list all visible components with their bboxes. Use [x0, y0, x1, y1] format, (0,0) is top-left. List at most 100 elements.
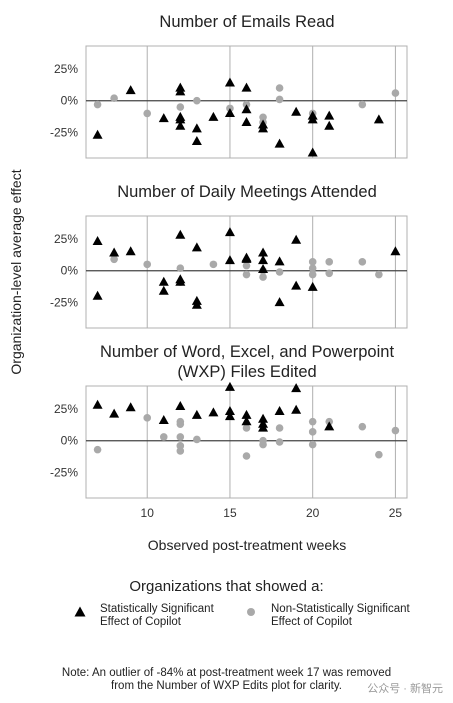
- point-non-significant: [308, 440, 317, 449]
- legend-non-significant-line-2: Effect of Copilot: [271, 616, 352, 628]
- point-significant: [92, 236, 103, 246]
- point-significant: [258, 413, 269, 423]
- point-significant: [175, 400, 186, 410]
- point-significant: [109, 408, 120, 418]
- point-significant: [291, 106, 302, 116]
- y-tick-label: 25%: [54, 62, 78, 76]
- point-significant: [92, 290, 103, 300]
- point-significant: [109, 247, 120, 257]
- point-significant: [125, 85, 136, 95]
- legend-significant-line-2: Effect of Copilot: [100, 616, 181, 628]
- x-tick-label: 15: [223, 506, 237, 520]
- point-non-significant: [242, 424, 251, 432]
- y-tick-label: 0%: [61, 264, 79, 278]
- point-significant: [175, 120, 186, 130]
- y-tick-label: 0%: [61, 94, 79, 108]
- point-significant: [224, 411, 235, 421]
- plot-frame: [85, 45, 408, 159]
- point-significant: [241, 409, 252, 419]
- point-significant: [224, 77, 235, 87]
- chart-panel-1: Number of Emails Read 25% 0% -25%: [50, 13, 408, 159]
- point-significant: [291, 234, 302, 244]
- point-significant: [158, 414, 169, 424]
- point-significant: [125, 402, 136, 412]
- point-significant: [191, 123, 202, 133]
- point-significant: [224, 255, 235, 265]
- point-significant: [224, 227, 235, 237]
- point-significant: [390, 246, 401, 256]
- point-non-significant: [308, 264, 317, 272]
- point-non-significant: [176, 447, 185, 455]
- legend-non-significant-line-1: Non-Statistically Significant: [271, 603, 410, 615]
- point-significant: [274, 406, 285, 416]
- point-significant: [224, 381, 235, 391]
- point-non-significant: [358, 100, 367, 109]
- point-non-significant: [143, 414, 152, 422]
- legend-circle-marker: [247, 608, 255, 616]
- point-non-significant: [242, 452, 251, 460]
- point-non-significant: [375, 270, 383, 279]
- point-non-significant: [176, 264, 185, 272]
- point-significant: [175, 229, 186, 239]
- point-non-significant: [325, 269, 334, 278]
- panel-title: Number of Emails Read: [159, 13, 334, 31]
- point-non-significant: [193, 435, 201, 444]
- point-non-significant: [308, 417, 317, 426]
- point-significant: [274, 256, 285, 266]
- point-significant: [274, 138, 285, 148]
- point-significant: [258, 123, 269, 133]
- point-non-significant: [275, 438, 284, 446]
- point-non-significant: [308, 258, 317, 266]
- point-significant: [258, 255, 269, 265]
- point-significant: [274, 297, 285, 307]
- point-significant: [258, 247, 269, 257]
- y-tick-label: -25%: [50, 296, 78, 310]
- point-non-significant: [159, 433, 168, 441]
- point-significant: [307, 114, 318, 124]
- point-significant: [241, 416, 252, 426]
- point-non-significant: [391, 426, 400, 435]
- point-non-significant: [275, 268, 284, 276]
- point-significant: [224, 406, 235, 416]
- point-non-significant: [176, 420, 185, 428]
- y-tick-label: 25%: [54, 232, 78, 246]
- y-tick-label: -25%: [50, 466, 78, 480]
- chart-panel-3: Number of Word, Excel, and Powerpoint (WX…: [50, 343, 408, 520]
- point-non-significant: [358, 422, 367, 431]
- point-significant: [191, 299, 202, 309]
- point-significant: [191, 242, 202, 252]
- point-significant: [241, 104, 252, 114]
- point-non-significant: [143, 260, 152, 269]
- plot-frame: [85, 385, 408, 499]
- point-significant: [291, 404, 302, 414]
- point-non-significant: [325, 258, 334, 266]
- x-tick-label: 10: [141, 506, 155, 520]
- panel-title: (WXP) Files Edited: [177, 363, 316, 381]
- point-non-significant: [308, 428, 317, 436]
- panel-title: Number of Word, Excel, and Powerpoint: [100, 343, 394, 361]
- point-non-significant: [358, 258, 367, 266]
- point-significant: [307, 147, 318, 157]
- point-significant: [241, 82, 252, 92]
- x-axis-label: Observed post-treatment weeks: [148, 537, 346, 553]
- point-non-significant: [259, 273, 267, 281]
- point-significant: [224, 108, 235, 118]
- y-tick-label: 25%: [54, 402, 78, 416]
- point-non-significant: [110, 255, 118, 264]
- footnote-line-2: from the Number of WXP Edits plot for cl…: [111, 680, 342, 692]
- x-tick-label: 20: [306, 506, 320, 520]
- point-significant: [175, 114, 186, 124]
- legend-triangle-marker: [74, 606, 86, 617]
- point-non-significant: [176, 433, 185, 441]
- point-significant: [158, 285, 169, 295]
- point-significant: [241, 253, 252, 263]
- footnote: Note: An outlier of -84% at post-treatme…: [0, 667, 453, 693]
- point-non-significant: [110, 94, 118, 102]
- point-non-significant: [275, 424, 284, 432]
- point-significant: [258, 422, 269, 432]
- chart-panel-2: Number of Daily Meetings Attended 25% 0% -2…: [50, 183, 408, 329]
- point-significant: [125, 246, 136, 256]
- point-significant: [258, 264, 269, 274]
- point-non-significant: [391, 89, 400, 97]
